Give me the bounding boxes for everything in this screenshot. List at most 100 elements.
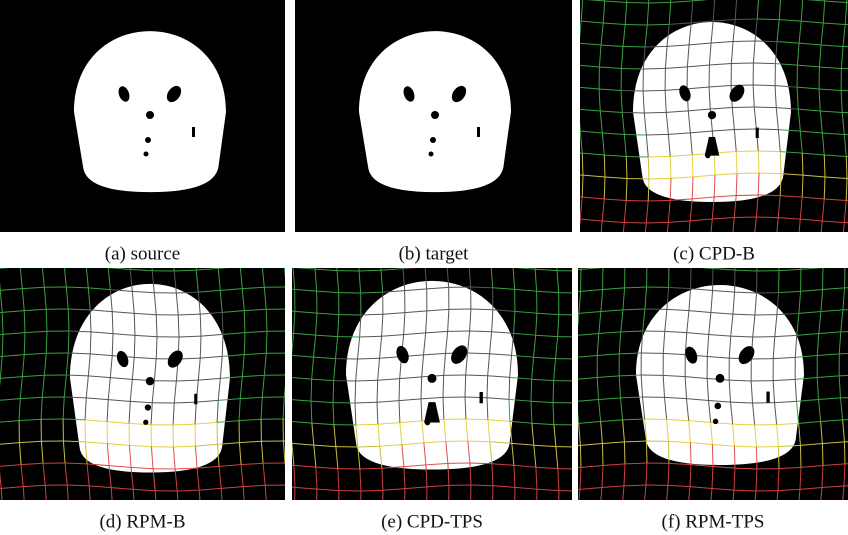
grid-line	[756, 447, 757, 469]
cheek-mark	[766, 392, 769, 403]
grid-line	[621, 244, 622, 266]
grid-line	[598, 510, 600, 532]
grid-line	[774, 513, 776, 535]
grid-line	[844, 442, 845, 464]
chin-dot	[705, 153, 710, 158]
mouth	[430, 137, 436, 143]
grid-line	[531, 379, 532, 401]
grid-line	[63, 243, 64, 265]
grid-line	[733, 41, 755, 42]
grid-line	[288, 331, 289, 353]
panel-content	[295, 0, 572, 232]
grid-line	[620, 508, 622, 530]
grid-line	[575, 379, 576, 401]
grid-line	[841, 68, 848, 69]
grid-line	[626, 200, 648, 201]
grid-line	[0, 245, 19, 247]
grid-line	[245, 507, 267, 508]
grid-line	[840, 508, 842, 530]
grid-line	[736, 195, 758, 196]
chin-dot	[713, 419, 719, 425]
grid-line	[818, 510, 820, 532]
grid-line	[800, 445, 801, 467]
grid-line	[553, 381, 554, 403]
grid-line	[465, 375, 466, 397]
grid-line	[669, 265, 691, 266]
grid-line	[355, 381, 356, 403]
grid-line	[493, 508, 515, 510]
grid-line	[734, 446, 735, 468]
grid-line	[690, 443, 691, 465]
grid-line	[201, 510, 223, 512]
grid-line	[624, 243, 646, 244]
grid-line	[556, 240, 578, 242]
grid-line	[555, 249, 557, 271]
grid-line	[623, 46, 645, 47]
grid-line	[25, 507, 47, 508]
grid-line	[775, 240, 776, 262]
grid-line	[822, 444, 823, 466]
grid-line	[273, 508, 295, 510]
grid-line	[822, 244, 844, 246]
grid-line	[580, 445, 581, 467]
grid-line	[603, 266, 625, 268]
grid-line	[754, 107, 776, 108]
panel-content	[267, 243, 603, 535]
grid-line	[665, 244, 666, 266]
grid-line	[269, 244, 271, 266]
caption: (a) source	[105, 243, 180, 264]
grid-line	[577, 87, 578, 109]
grid-line	[285, 463, 287, 485]
grid-line	[602, 244, 624, 246]
grid-line	[578, 510, 600, 512]
grid-line	[557, 513, 559, 535]
grid-line	[289, 377, 290, 399]
grid-line	[732, 239, 754, 240]
grid-line	[291, 245, 313, 247]
mouth	[145, 404, 151, 410]
grid-line	[844, 134, 848, 135]
chin-dot	[429, 152, 434, 157]
grid-line	[600, 243, 622, 244]
grid-line	[289, 399, 290, 421]
grid-line	[756, 249, 757, 271]
grid-line	[644, 244, 666, 245]
grid-line	[823, 266, 845, 268]
grid-line	[271, 266, 293, 268]
grid-line	[290, 355, 292, 377]
grid-line	[758, 151, 780, 152]
cheek-mark	[192, 127, 195, 137]
grid-line	[646, 441, 647, 463]
grid-line	[732, 107, 754, 108]
grid-line	[753, 85, 775, 86]
grid-line	[758, 195, 780, 196]
grid-line	[91, 508, 113, 510]
grid-line	[647, 24, 669, 25]
chin-dot	[425, 420, 431, 426]
grid-line	[0, 510, 3, 512]
grid-line	[239, 243, 261, 244]
caption: (f) RPM-TPS	[662, 511, 765, 532]
grid-line	[778, 249, 779, 271]
grid-line	[86, 266, 108, 268]
grid-line	[648, 156, 670, 157]
grid-line	[731, 85, 753, 86]
grid-line	[644, 112, 666, 113]
grid-line	[627, 2, 649, 3]
grid-line	[819, 243, 820, 265]
panel-content	[0, 0, 285, 232]
grid-line	[737, 173, 759, 174]
grid-line	[575, 335, 577, 357]
grid-line	[621, 90, 643, 91]
grid-line	[577, 249, 579, 271]
grid-line	[64, 265, 86, 266]
grid-line	[288, 309, 289, 331]
grid-line	[359, 513, 361, 535]
grid-line	[579, 513, 581, 535]
grid-line	[511, 245, 533, 247]
grid-line	[842, 507, 848, 508]
grid-line	[515, 509, 537, 511]
panel	[0, 0, 285, 232]
grid-line	[643, 90, 665, 91]
grid-line	[648, 200, 670, 201]
